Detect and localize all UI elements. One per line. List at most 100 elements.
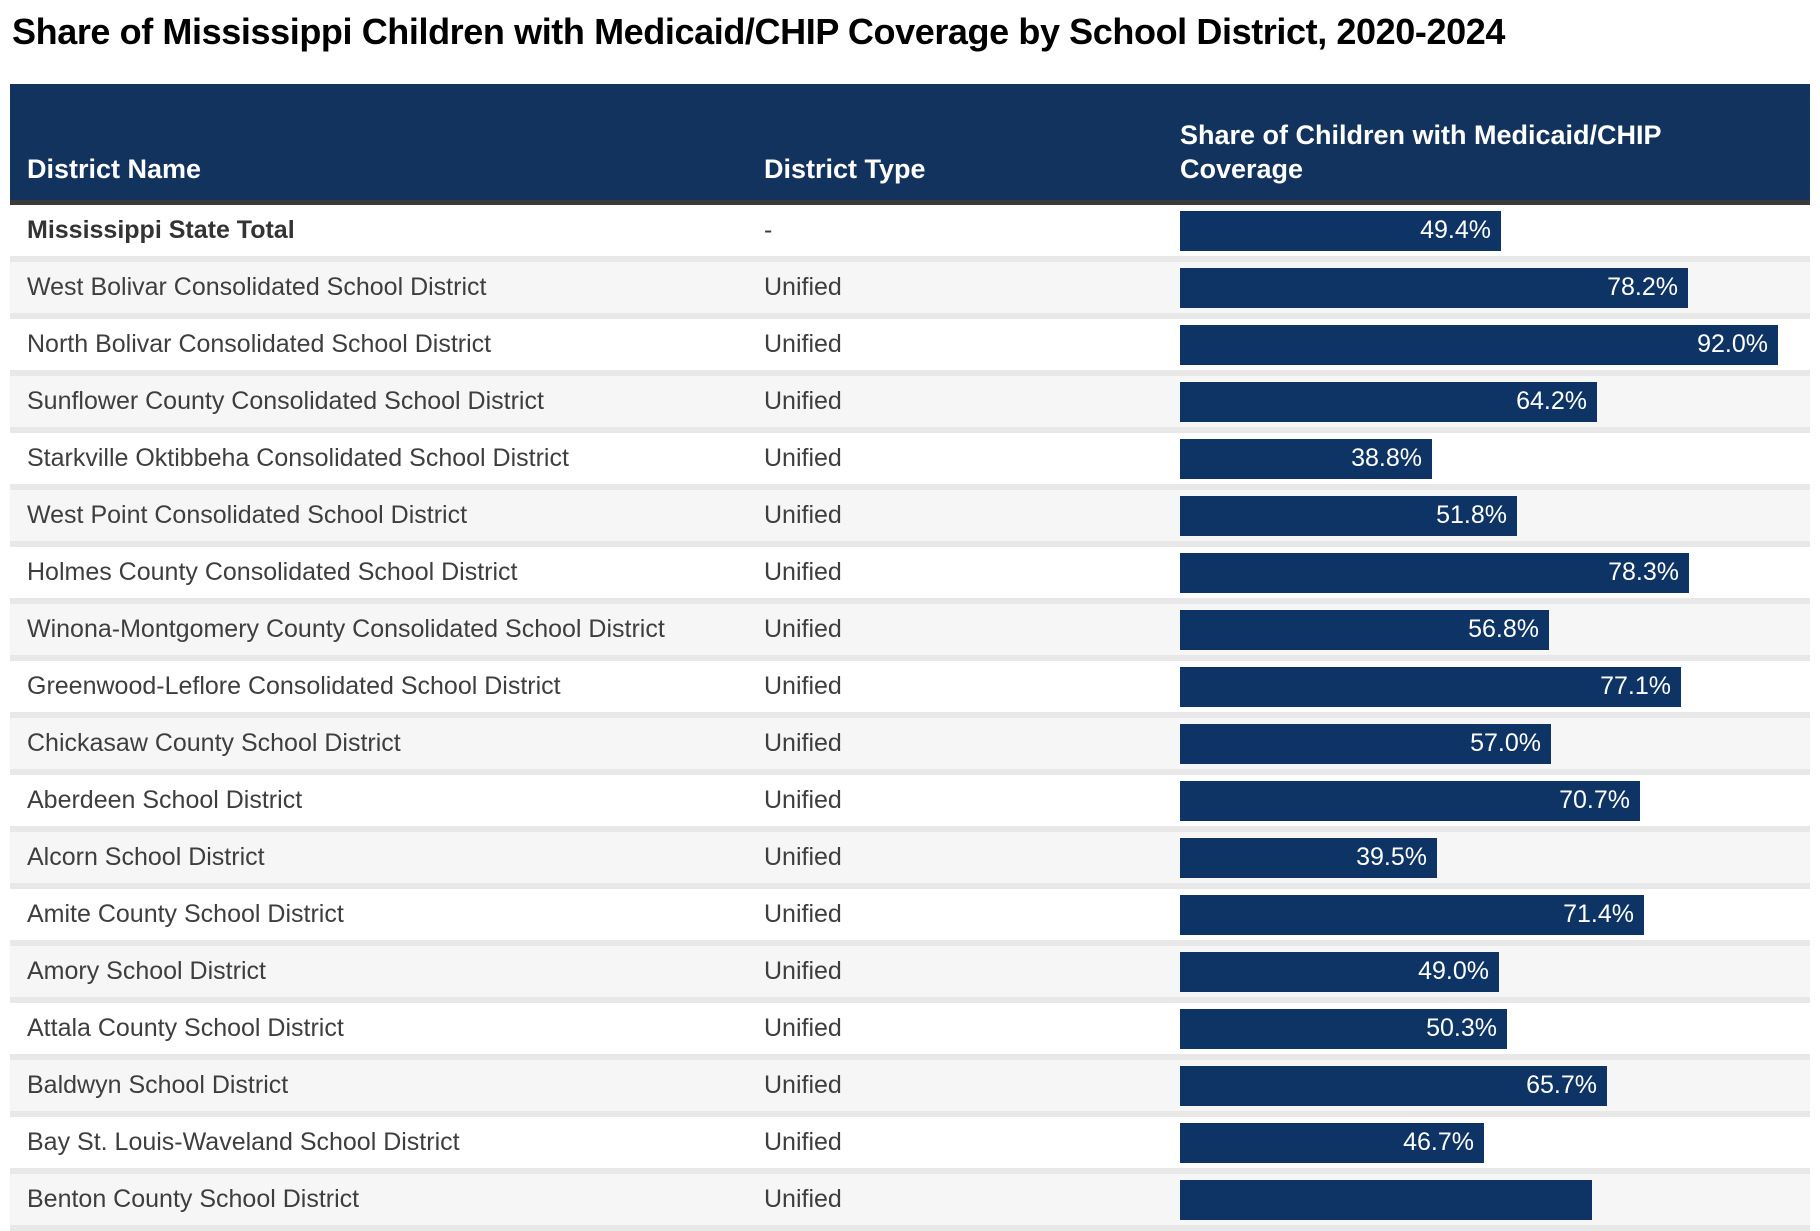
district-name-cell: Starkville Oktibbeha Consolidated School…: [10, 433, 755, 490]
table-row: Aberdeen School District Unified 70.7%: [10, 775, 1810, 832]
coverage-cell: [1170, 1174, 1810, 1231]
coverage-value: 57.0%: [1470, 729, 1541, 757]
coverage-value: 70.7%: [1559, 786, 1630, 814]
table-row: Chickasaw County School District Unified…: [10, 718, 1810, 775]
table-row: Mississippi State Total - 49.4%: [10, 205, 1810, 262]
coverage-value: 49.0%: [1418, 957, 1489, 985]
column-header-coverage: Share of Children with Medicaid/CHIP Cov…: [1170, 84, 1810, 205]
district-name-cell: Amory School District: [10, 946, 755, 1003]
table-row: West Point Consolidated School District …: [10, 490, 1810, 547]
coverage-value: 38.8%: [1351, 444, 1422, 472]
district-type-cell: Unified: [755, 319, 1170, 376]
table-row: Sunflower County Consolidated School Dis…: [10, 376, 1810, 433]
coverage-value: 49.4%: [1420, 216, 1491, 244]
page-title: Share of Mississippi Children with Medic…: [12, 11, 1505, 52]
coverage-bar: 77.1%: [1180, 666, 1681, 707]
coverage-cell: 50.3%: [1170, 1003, 1810, 1060]
coverage-bar: 65.7%: [1180, 1065, 1607, 1106]
coverage-value: 39.5%: [1356, 843, 1427, 871]
coverage-bar: 46.7%: [1180, 1122, 1484, 1163]
coverage-bar: 56.8%: [1180, 609, 1549, 650]
coverage-bar: [1180, 1179, 1592, 1220]
district-type-cell: Unified: [755, 547, 1170, 604]
column-header-district-type: District Type: [755, 84, 1170, 205]
coverage-cell: 71.4%: [1170, 889, 1810, 946]
table-row: Winona-Montgomery County Consolidated Sc…: [10, 604, 1810, 661]
district-name-cell: Attala County School District: [10, 1003, 755, 1060]
district-type-cell: Unified: [755, 1117, 1170, 1174]
district-name-cell: Aberdeen School District: [10, 775, 755, 832]
table-row: Amory School District Unified 49.0%: [10, 946, 1810, 1003]
coverage-bar: 78.2%: [1180, 267, 1688, 308]
coverage-bar: 92.0%: [1180, 324, 1778, 365]
table-row: Holmes County Consolidated School Distri…: [10, 547, 1810, 604]
district-type-cell: Unified: [755, 661, 1170, 718]
district-name-cell: Amite County School District: [10, 889, 755, 946]
table-header: District Name District Type Share of Chi…: [10, 84, 1810, 205]
district-type-cell: Unified: [755, 1060, 1170, 1117]
coverage-bar: 64.2%: [1180, 381, 1597, 422]
coverage-table: District Name District Type Share of Chi…: [10, 84, 1810, 1231]
coverage-cell: 46.7%: [1170, 1117, 1810, 1174]
table-row: West Bolivar Consolidated School Distric…: [10, 262, 1810, 319]
coverage-cell: 64.2%: [1170, 376, 1810, 433]
district-type-cell: Unified: [755, 832, 1170, 889]
coverage-cell: 49.0%: [1170, 946, 1810, 1003]
district-type-cell: Unified: [755, 946, 1170, 1003]
district-type-cell: Unified: [755, 604, 1170, 661]
district-name-cell: North Bolivar Consolidated School Distri…: [10, 319, 755, 376]
district-name-cell: Holmes County Consolidated School Distri…: [10, 547, 755, 604]
district-name-cell: Baldwyn School District: [10, 1060, 755, 1117]
coverage-cell: 77.1%: [1170, 661, 1810, 718]
coverage-cell: 38.8%: [1170, 433, 1810, 490]
table-body: Mississippi State Total - 49.4% West Bol…: [10, 205, 1810, 1231]
district-type-cell: Unified: [755, 262, 1170, 319]
coverage-bar: 39.5%: [1180, 837, 1437, 878]
district-name-cell: West Point Consolidated School District: [10, 490, 755, 547]
table-row: Bay St. Louis-Waveland School District U…: [10, 1117, 1810, 1174]
coverage-value: 56.8%: [1468, 615, 1539, 643]
district-name-cell: Bay St. Louis-Waveland School District: [10, 1117, 755, 1174]
district-name-cell: West Bolivar Consolidated School Distric…: [10, 262, 755, 319]
coverage-bar: 49.0%: [1180, 951, 1499, 992]
coverage-value: 77.1%: [1600, 672, 1671, 700]
district-type-cell: Unified: [755, 376, 1170, 433]
table-row: Amite County School District Unified 71.…: [10, 889, 1810, 946]
coverage-bar: 71.4%: [1180, 894, 1644, 935]
coverage-bar: 70.7%: [1180, 780, 1640, 821]
coverage-bar: 51.8%: [1180, 495, 1517, 536]
coverage-cell: 92.0%: [1170, 319, 1810, 376]
district-type-cell: -: [755, 205, 1170, 262]
coverage-value: 92.0%: [1697, 330, 1768, 358]
coverage-bar: 78.3%: [1180, 552, 1689, 593]
table-row: North Bolivar Consolidated School Distri…: [10, 319, 1810, 376]
district-name-cell: Chickasaw County School District: [10, 718, 755, 775]
coverage-cell: 78.2%: [1170, 262, 1810, 319]
district-type-cell: Unified: [755, 490, 1170, 547]
table-row: Greenwood-Leflore Consolidated School Di…: [10, 661, 1810, 718]
coverage-value: 50.3%: [1426, 1014, 1497, 1042]
district-name-cell: Alcorn School District: [10, 832, 755, 889]
district-name-cell: Greenwood-Leflore Consolidated School Di…: [10, 661, 755, 718]
table-row: Starkville Oktibbeha Consolidated School…: [10, 433, 1810, 490]
table-row: Alcorn School District Unified 39.5%: [10, 832, 1810, 889]
coverage-value: 46.7%: [1403, 1128, 1474, 1156]
district-type-cell: Unified: [755, 1174, 1170, 1231]
district-type-cell: Unified: [755, 775, 1170, 832]
coverage-cell: 57.0%: [1170, 718, 1810, 775]
district-name-cell: Sunflower County Consolidated School Dis…: [10, 376, 755, 433]
coverage-value: 71.4%: [1563, 900, 1634, 928]
district-name-cell: Winona-Montgomery County Consolidated Sc…: [10, 604, 755, 661]
district-type-cell: Unified: [755, 1003, 1170, 1060]
district-type-cell: Unified: [755, 889, 1170, 946]
coverage-bar: 57.0%: [1180, 723, 1551, 764]
coverage-value: 64.2%: [1516, 387, 1587, 415]
coverage-cell: 56.8%: [1170, 604, 1810, 661]
coverage-bar: 50.3%: [1180, 1008, 1507, 1049]
coverage-bar: 38.8%: [1180, 438, 1432, 479]
coverage-value: 65.7%: [1526, 1071, 1597, 1099]
table-row: Baldwyn School District Unified 65.7%: [10, 1060, 1810, 1117]
coverage-cell: 65.7%: [1170, 1060, 1810, 1117]
coverage-cell: 70.7%: [1170, 775, 1810, 832]
district-name-cell: Mississippi State Total: [10, 205, 755, 262]
